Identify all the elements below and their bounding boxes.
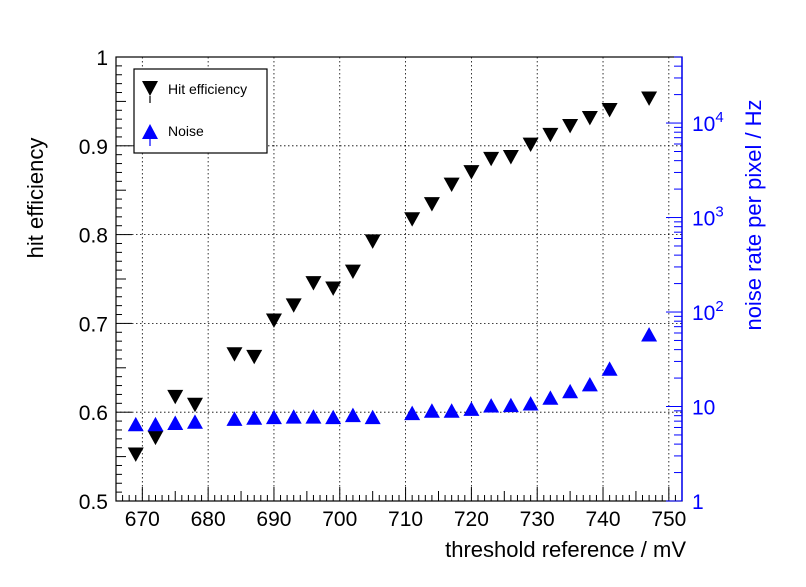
y-tick-label: 1 xyxy=(96,47,108,70)
noise-point xyxy=(285,409,302,424)
x-tick-label: 680 xyxy=(191,508,226,531)
noise-point xyxy=(601,361,618,376)
efficiency-point xyxy=(502,150,519,165)
noise-point xyxy=(226,411,243,426)
x-tick-label: 690 xyxy=(256,508,291,531)
y-tick-label: 0.6 xyxy=(79,402,108,425)
noise-point xyxy=(522,396,539,411)
x-tick-label: 710 xyxy=(388,508,423,531)
noise-point xyxy=(246,410,263,425)
x-tick-label: 750 xyxy=(651,508,686,531)
noise-point xyxy=(325,409,342,425)
x-axis: 670 680 690 700 710 720 730 740 750 xyxy=(115,487,686,531)
efficiency-point xyxy=(226,347,243,362)
efficiency-point xyxy=(147,430,164,446)
x-tick-label: 720 xyxy=(454,508,489,531)
efficiency-point xyxy=(562,118,579,134)
data-marks xyxy=(127,91,658,462)
noise-point xyxy=(364,409,381,425)
x-tick-label: 670 xyxy=(125,508,160,531)
efficiency-point xyxy=(127,447,144,462)
y2-tick-label: 10 xyxy=(692,397,715,420)
efficiency-point xyxy=(325,281,342,296)
noise-point xyxy=(404,405,421,421)
legend-label-efficiency: Hit efficiency xyxy=(168,81,247,97)
noise-point xyxy=(167,415,184,430)
noise-point xyxy=(463,401,480,416)
efficiency-point xyxy=(542,127,559,143)
efficiency-point xyxy=(364,234,381,249)
efficiency-point xyxy=(305,276,322,291)
y-tick-label: 0.8 xyxy=(79,225,108,248)
y-axis-right: 1 10 102 103 104 xyxy=(666,56,724,514)
noise-point xyxy=(423,403,440,418)
y2-tick-label: 102 xyxy=(692,298,724,325)
efficiency-point xyxy=(423,197,440,212)
noise-point xyxy=(305,409,322,424)
noise-point xyxy=(562,383,579,399)
noise-point xyxy=(641,327,658,342)
efficiency-point xyxy=(463,165,480,180)
y-tick-label: 0.7 xyxy=(79,313,108,336)
y2-tick-label: 103 xyxy=(692,204,724,231)
y2-tick-label: 104 xyxy=(692,109,724,136)
y-axis-label: hit efficiency xyxy=(23,138,48,259)
y2-axis-label: noise rate per pixel / Hz xyxy=(741,99,766,330)
legend: Hit efficiency Noise xyxy=(133,68,268,154)
efficiency-point xyxy=(522,137,539,153)
efficiency-point xyxy=(246,349,263,365)
x-tick-label: 730 xyxy=(520,508,555,531)
noise-point xyxy=(483,398,500,413)
noise-point xyxy=(581,376,598,392)
noise-point xyxy=(186,414,203,429)
x-axis-label: threshold reference / mV xyxy=(445,537,686,562)
noise-point xyxy=(265,409,282,425)
noise-point xyxy=(542,390,559,405)
efficiency-point xyxy=(483,151,500,167)
noise-point xyxy=(127,416,144,432)
efficiency-point xyxy=(285,298,302,313)
noise-point xyxy=(344,407,361,423)
efficiency-point xyxy=(404,212,421,227)
x-tick-label: 700 xyxy=(322,508,357,531)
legend-marker-efficiency xyxy=(142,81,158,96)
efficiency-point xyxy=(167,389,184,405)
x-tick-label: 740 xyxy=(585,508,620,531)
noise-point xyxy=(502,397,519,413)
noise-point xyxy=(443,403,460,418)
efficiency-point xyxy=(265,313,282,328)
noise-point xyxy=(147,416,164,432)
y-axis-left: 0.5 0.6 0.7 0.8 0.9 1 xyxy=(79,47,132,514)
efficiency-point xyxy=(601,102,618,118)
efficiency-point xyxy=(344,264,361,280)
y-tick-label: 0.9 xyxy=(79,136,108,159)
legend-marker-noise xyxy=(142,124,158,139)
efficiency-point xyxy=(443,177,460,192)
y2-tick-label: 1 xyxy=(692,491,704,514)
efficiency-point xyxy=(641,91,658,106)
legend-label-noise: Noise xyxy=(168,123,204,139)
y-tick-label: 0.5 xyxy=(79,491,108,514)
efficiency-point xyxy=(581,110,598,126)
efficiency-point xyxy=(186,397,203,413)
